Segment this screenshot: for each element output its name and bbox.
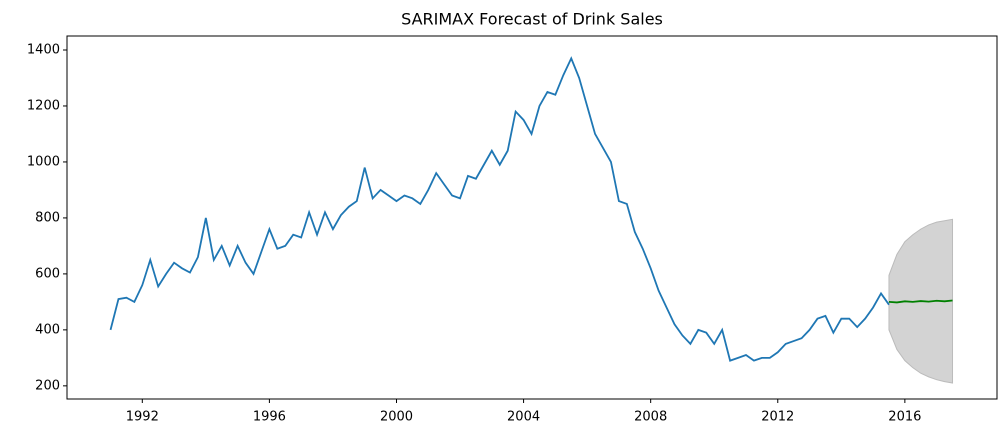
y-tick-label: 1400 [27,42,60,57]
x-tick-label: 2000 [380,410,413,425]
series-line [109,56,890,362]
y-tick-label: 400 [35,322,60,337]
y-tick-label: 1000 [27,154,60,169]
series-line [888,299,953,304]
y-tick-label: 200 [35,378,60,393]
x-tick-label: 2012 [761,410,794,425]
plot-frame [66,35,998,400]
y-tick-label: 600 [35,266,60,281]
y-tick-label: 800 [35,210,60,225]
x-tick-label: 2016 [888,410,921,425]
y-tick-label: 1200 [27,98,60,113]
x-tick-label: 2004 [507,410,540,425]
chart-title: SARIMAX Forecast of Drink Sales [401,10,663,29]
x-tick-label: 1996 [253,410,286,425]
x-tick-label: 1992 [126,410,159,425]
x-tick-label: 2008 [634,410,667,425]
